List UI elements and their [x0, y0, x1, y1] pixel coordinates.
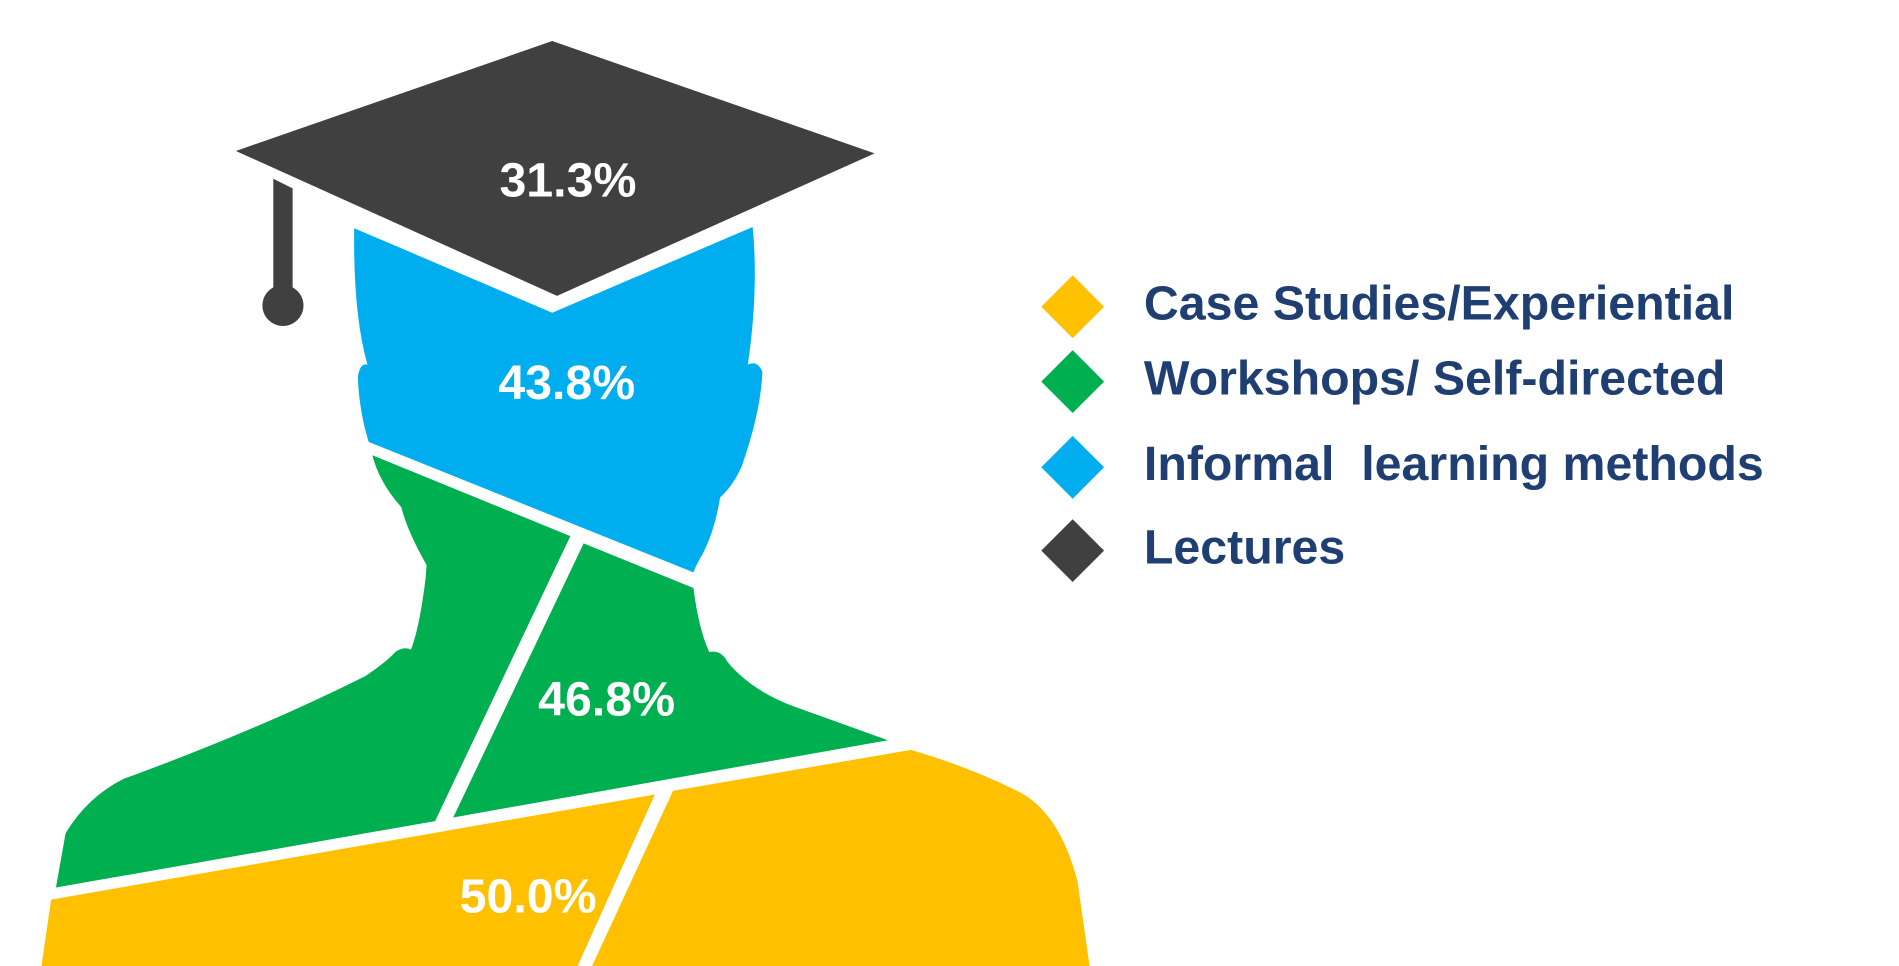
legend-label: Lectures	[1144, 520, 1345, 574]
value-label: 31.3%	[499, 153, 636, 207]
legend-swatch	[1041, 275, 1104, 338]
page: 50.0% 46.8% 43.8% 31.3% Case Studies/Experie…	[0, 0, 1899, 966]
value-label: 50.0%	[460, 869, 597, 923]
chart: 50.0% 46.8% 43.8% 31.3% Case Studies/Experie…	[0, 0, 1899, 966]
legend-label: Workshops/ Self-directed	[1144, 351, 1725, 405]
legend-swatch	[1041, 350, 1104, 413]
legend-swatch	[1041, 436, 1104, 499]
legend-swatch	[1041, 519, 1104, 582]
value-label: 43.8%	[498, 356, 635, 410]
legend-label: Informal learning methods	[1144, 437, 1764, 491]
value-label: 46.8%	[538, 673, 675, 727]
legend-label: Case Studies/Experiential	[1144, 276, 1735, 330]
